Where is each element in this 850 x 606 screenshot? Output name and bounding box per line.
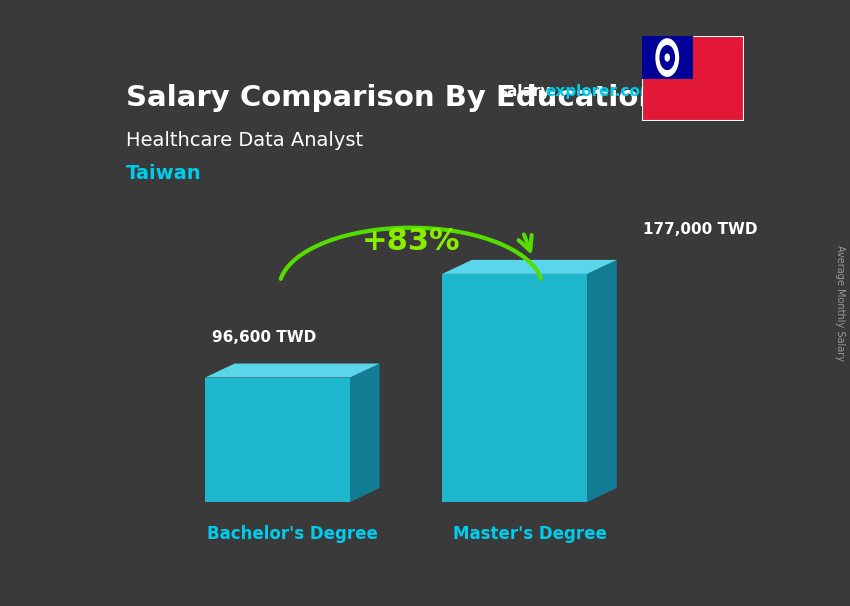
Text: 96,600 TWD: 96,600 TWD (212, 330, 316, 345)
Polygon shape (442, 260, 617, 274)
Polygon shape (666, 69, 669, 76)
Polygon shape (669, 66, 673, 74)
Text: Master's Degree: Master's Degree (452, 525, 606, 544)
Polygon shape (642, 36, 693, 79)
Polygon shape (658, 61, 662, 67)
Polygon shape (658, 48, 662, 55)
Polygon shape (205, 378, 350, 502)
Polygon shape (666, 39, 669, 46)
Text: salary: salary (498, 84, 551, 99)
Text: Salary Comparison By Education: Salary Comparison By Education (126, 84, 659, 112)
Text: Taiwan: Taiwan (126, 164, 201, 183)
Polygon shape (442, 274, 587, 502)
Polygon shape (587, 260, 617, 502)
Text: +83%: +83% (361, 227, 460, 256)
Polygon shape (350, 364, 380, 502)
Polygon shape (661, 41, 666, 49)
Polygon shape (669, 41, 673, 49)
Circle shape (666, 54, 669, 61)
Polygon shape (656, 55, 660, 61)
Polygon shape (672, 61, 677, 67)
Text: Average Monthly Salary: Average Monthly Salary (835, 245, 845, 361)
Text: Healthcare Data Analyst: Healthcare Data Analyst (126, 131, 363, 150)
Text: Bachelor's Degree: Bachelor's Degree (207, 525, 377, 544)
Polygon shape (205, 364, 380, 378)
Circle shape (660, 45, 674, 70)
Circle shape (656, 39, 678, 76)
Polygon shape (672, 48, 677, 55)
Polygon shape (642, 36, 744, 121)
Text: 177,000 TWD: 177,000 TWD (643, 222, 757, 236)
Polygon shape (674, 55, 678, 61)
Polygon shape (661, 66, 666, 74)
Text: explorer.com: explorer.com (546, 84, 656, 99)
